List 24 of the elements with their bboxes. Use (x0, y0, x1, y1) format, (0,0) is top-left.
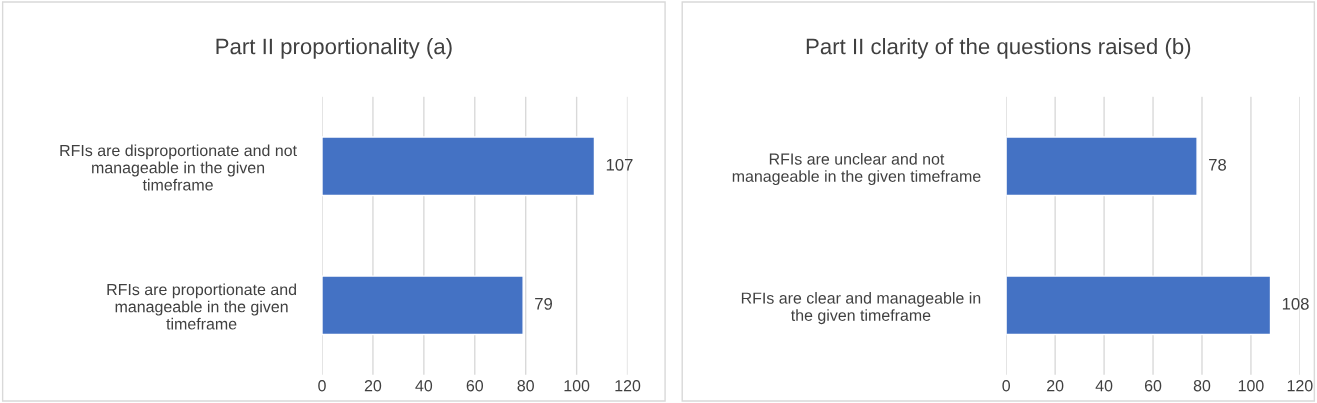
y-tick-label: RFIs are proportionate and manageable in the given timeframe (107, 283, 296, 330)
x-tick-label: 60 (1144, 380, 1162, 392)
x-tick-label: 100 (1238, 380, 1264, 392)
x-tick-label: 120 (615, 380, 641, 392)
x-tick-label: 100 (564, 380, 590, 392)
y-tick-label: RFIs are clear and manageable in the given timeframe (741, 292, 981, 325)
x-tick-label: 20 (364, 380, 382, 392)
y-tick-label: RFIs are disproportionate and not manageable in the given timeframe (60, 144, 297, 191)
data-label: 108 (1282, 297, 1309, 310)
data-label: 78 (1209, 158, 1227, 171)
x-tick-label: 80 (517, 380, 534, 392)
x-tick-label: 40 (415, 380, 433, 392)
data-label: 107 (606, 158, 633, 171)
x-tick-label: 20 (1047, 380, 1064, 392)
x-tick-label: 80 (1193, 380, 1211, 392)
x-tick-label: 0 (318, 380, 326, 392)
x-tick-label: 60 (466, 380, 484, 392)
data-label: 79 (535, 297, 553, 310)
y-tick-label: RFIs are unclear and not manageable in the given timeframe (732, 153, 981, 186)
chart-title: Part II proportionality (a) (216, 38, 452, 59)
x-tick-label: 120 (1287, 380, 1313, 392)
x-tick-label: 0 (1002, 380, 1011, 392)
chart-title: Part II clarity of the questions raised (b) (806, 38, 1191, 59)
x-tick-label: 40 (1095, 380, 1113, 392)
